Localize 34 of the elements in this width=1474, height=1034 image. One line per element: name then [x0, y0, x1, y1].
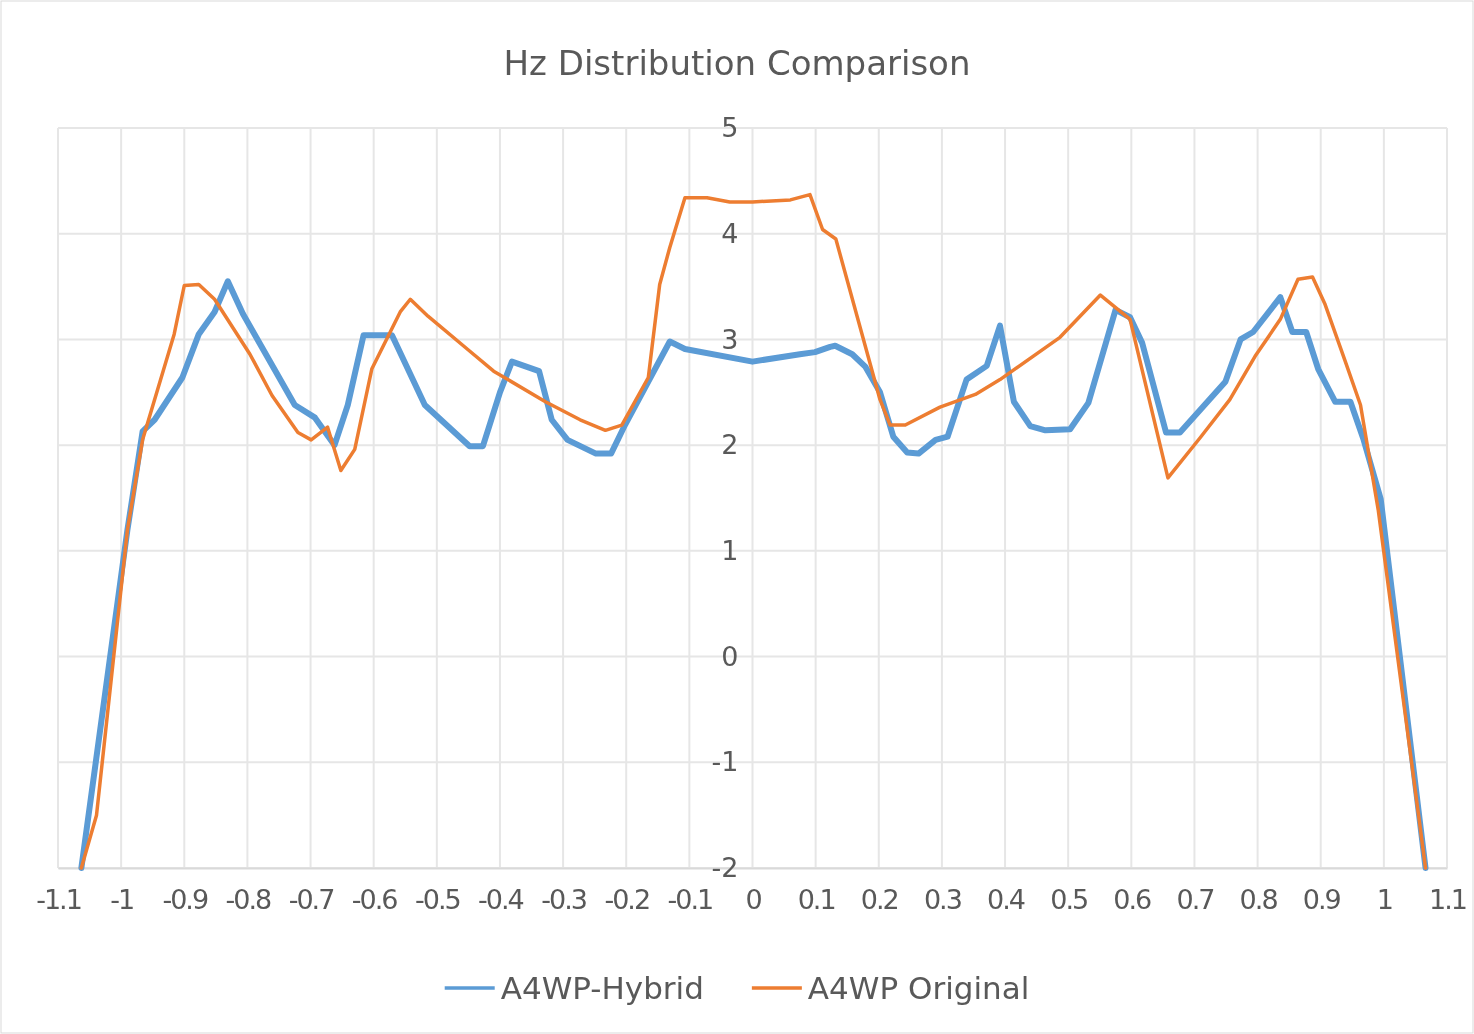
x-tick-label: 0.7: [1176, 884, 1214, 916]
x-tick-label: 0.4: [987, 884, 1025, 916]
x-tick-label: -0.8: [225, 884, 272, 916]
y-tick-label: 1: [721, 535, 739, 566]
x-tick-label: -0.1: [667, 884, 713, 916]
y-tick-label: 2: [721, 429, 739, 461]
y-tick-label: 3: [721, 323, 739, 355]
y-tick-label: -2: [711, 852, 739, 884]
x-tick-label: 0.5: [1050, 884, 1088, 916]
x-tick-label: -0.5: [414, 884, 460, 916]
chart-title: Hz Distribution Comparison: [503, 43, 971, 83]
x-tick-label: -0.9: [162, 884, 208, 916]
x-tick-label: -0.3: [541, 884, 587, 916]
x-tick-label: -0.2: [604, 884, 650, 916]
x-tick-label: -1.1: [36, 884, 81, 916]
x-tick-label: 0.3: [923, 884, 962, 916]
x-tick-label: -0.6: [351, 884, 398, 916]
y-tick-label: -1: [711, 746, 739, 778]
x-tick-label: 0.9: [1302, 884, 1341, 916]
x-tick-label: 1: [1376, 884, 1392, 916]
x-tick-label: 0.8: [1239, 884, 1278, 916]
x-tick-label: 1.1: [1429, 884, 1466, 916]
y-tick-label: 0: [721, 640, 739, 672]
x-tick-label: 0.2: [860, 884, 898, 916]
x-tick-label: 0: [745, 884, 762, 916]
x-tick-label: -0.4: [478, 884, 524, 916]
legend-label: A4WP-Hybrid: [500, 970, 704, 1006]
x-tick-label: -0.7: [288, 884, 334, 916]
x-tick-label: 0.1: [797, 884, 835, 916]
x-tick-label: -1: [110, 884, 134, 916]
y-tick-label: 5: [721, 112, 739, 144]
y-tick-label: 4: [721, 217, 739, 249]
legend-label: A4WP Original: [807, 970, 1030, 1006]
x-tick-label: 0.6: [1113, 884, 1152, 916]
